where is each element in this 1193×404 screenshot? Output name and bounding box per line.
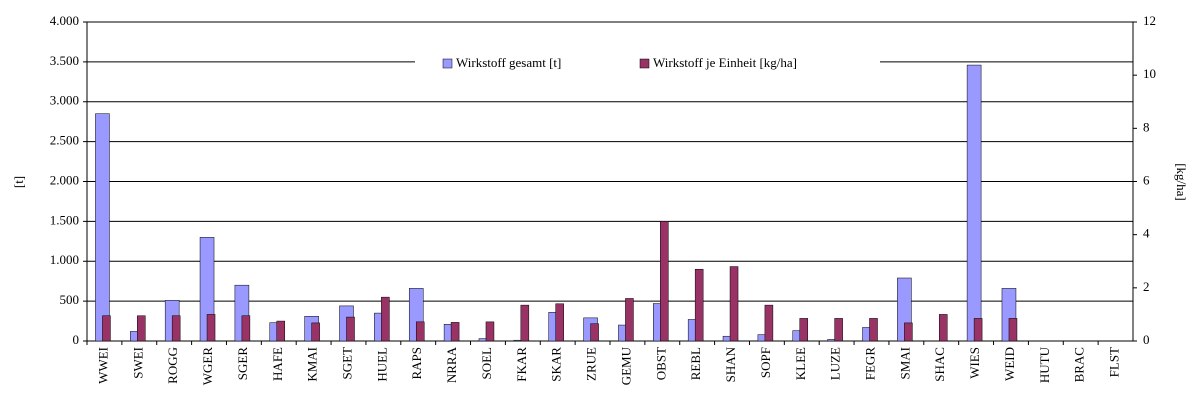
y2-tick-label: 0 — [1143, 332, 1150, 347]
y-axis-label: [t] — [11, 176, 26, 188]
x-tick-label: SOPF — [758, 347, 773, 378]
bar — [764, 304, 774, 342]
bar — [1008, 318, 1018, 342]
bar — [694, 268, 704, 342]
x-tick-label: FEGR — [862, 347, 877, 381]
bar — [966, 64, 982, 342]
bar — [95, 113, 110, 342]
bar — [346, 316, 355, 342]
y-tick-label: 500 — [60, 292, 80, 307]
x-tick-label: WIES — [967, 347, 982, 379]
legend-swatch — [639, 58, 650, 69]
bar — [102, 315, 111, 342]
y2-tick-label: 8 — [1143, 119, 1150, 134]
x-tick-label: FLST — [1107, 347, 1122, 377]
x-tick-label: FKAR — [514, 347, 529, 382]
y2-tick-label: 6 — [1143, 172, 1150, 187]
x-tick-label: SOEL — [479, 347, 494, 380]
y-tick-label: 4.000 — [50, 13, 79, 28]
y2-tick-label: 10 — [1143, 66, 1156, 81]
bar — [485, 321, 495, 342]
legend-label: Wirkstoff je Einheit [kg/ha] — [653, 55, 797, 70]
x-tick-label: KLEE — [793, 347, 808, 380]
x-tick-label: SHAC — [932, 347, 947, 382]
bar — [834, 318, 843, 342]
x-tick-label: HUTU — [1037, 346, 1052, 383]
x-tick-label: SGER — [235, 347, 250, 381]
x-tick-label: SKAR — [549, 347, 564, 382]
y2-tick-label: 2 — [1143, 279, 1150, 294]
x-tick-label: NRRA — [444, 346, 459, 383]
x-tick-label: BRAC — [1072, 347, 1087, 382]
bar — [555, 303, 564, 342]
x-tick-label: SWEI — [130, 347, 145, 379]
x-tick-label: SMAI — [897, 347, 912, 380]
legend-label: Wirkstoff gesamt [t] — [456, 55, 561, 70]
bar — [415, 321, 425, 342]
y2-tick-label: 12 — [1143, 13, 1156, 28]
y-tick-label: 1.000 — [50, 252, 79, 267]
x-tick-label: RAPS — [409, 347, 424, 380]
x-tick-label: ZRUE — [584, 347, 599, 381]
bar — [137, 315, 146, 342]
y2-tick-label: 4 — [1143, 226, 1150, 241]
y2-axis-label: [kg/ha] — [1174, 163, 1189, 201]
x-tick-label: OBST — [653, 347, 668, 380]
x-tick-label: HUEL — [374, 347, 389, 382]
y-tick-label: 1.500 — [50, 212, 79, 227]
bar — [729, 266, 739, 342]
x-tick-label: KMAI — [305, 347, 320, 382]
x-tick-label: ROGG — [165, 347, 180, 384]
bar — [625, 298, 634, 342]
bar — [799, 318, 809, 342]
x-tick-label: WWEI — [95, 347, 110, 384]
x-tick-label: REBL — [688, 347, 703, 380]
legend-swatch — [442, 58, 453, 69]
bar — [381, 296, 390, 342]
x-tick-label: LUZE — [828, 347, 843, 380]
y-tick-label: 3.500 — [50, 53, 79, 68]
bar — [171, 315, 181, 342]
bar — [973, 318, 983, 342]
x-tick-label: SGET — [339, 347, 354, 380]
bar — [206, 314, 216, 342]
bar — [938, 314, 948, 342]
x-tick-label: WEID — [1002, 347, 1017, 381]
x-tick-label: HAFE — [270, 347, 285, 381]
y-tick-label: 2.000 — [50, 172, 79, 187]
y-tick-label: 0 — [73, 332, 80, 347]
x-tick-label: SHAN — [723, 346, 738, 382]
y-tick-label: 3.000 — [50, 93, 79, 108]
bar — [311, 322, 320, 342]
bar — [520, 304, 530, 342]
bar — [276, 320, 286, 342]
bar — [241, 315, 251, 342]
x-tick-label: WGER — [200, 347, 215, 386]
y-tick-label: 2.500 — [50, 133, 79, 148]
bar — [660, 221, 669, 342]
x-tick-label: GEMU — [618, 346, 633, 385]
bar — [450, 322, 460, 342]
bar — [869, 318, 878, 342]
bar — [904, 322, 913, 342]
bar — [590, 323, 599, 342]
